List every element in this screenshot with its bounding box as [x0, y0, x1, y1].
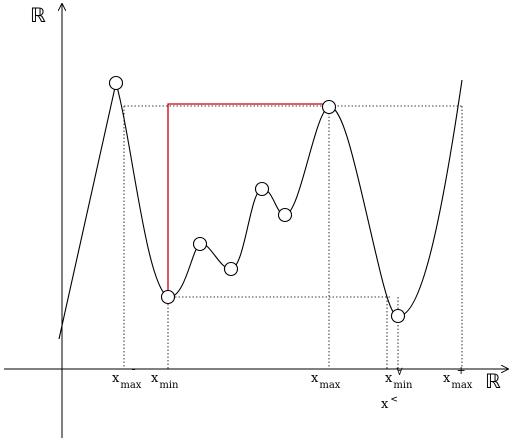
- point-max: [321, 99, 337, 115]
- label-xmax-minus: xmax-: [112, 362, 142, 391]
- highlight-path: [167, 103, 329, 297]
- point-local-min-2: [277, 207, 293, 223]
- label-x-less: x <: [381, 395, 398, 412]
- point-local-max-1: [192, 236, 208, 252]
- point-global-max-left: [108, 75, 124, 91]
- point-local-max-2: [254, 181, 270, 197]
- function-curve: [58, 79, 463, 340]
- label-xmax-plus: xmax+: [443, 364, 473, 391]
- guide-lines: [123, 105, 463, 369]
- y-axis-label: ℝ: [30, 3, 46, 27]
- point-local-min-1: [223, 261, 239, 277]
- label-xmax: xmax: [311, 371, 341, 391]
- point-min-right: [390, 308, 406, 324]
- label-xmin-forall: xmin∀: [385, 367, 413, 391]
- extremum-points: [108, 75, 406, 324]
- point-global-min: [160, 289, 176, 305]
- label-xmin: xmin: [151, 371, 179, 391]
- x-axis-label: ℝ: [485, 369, 501, 393]
